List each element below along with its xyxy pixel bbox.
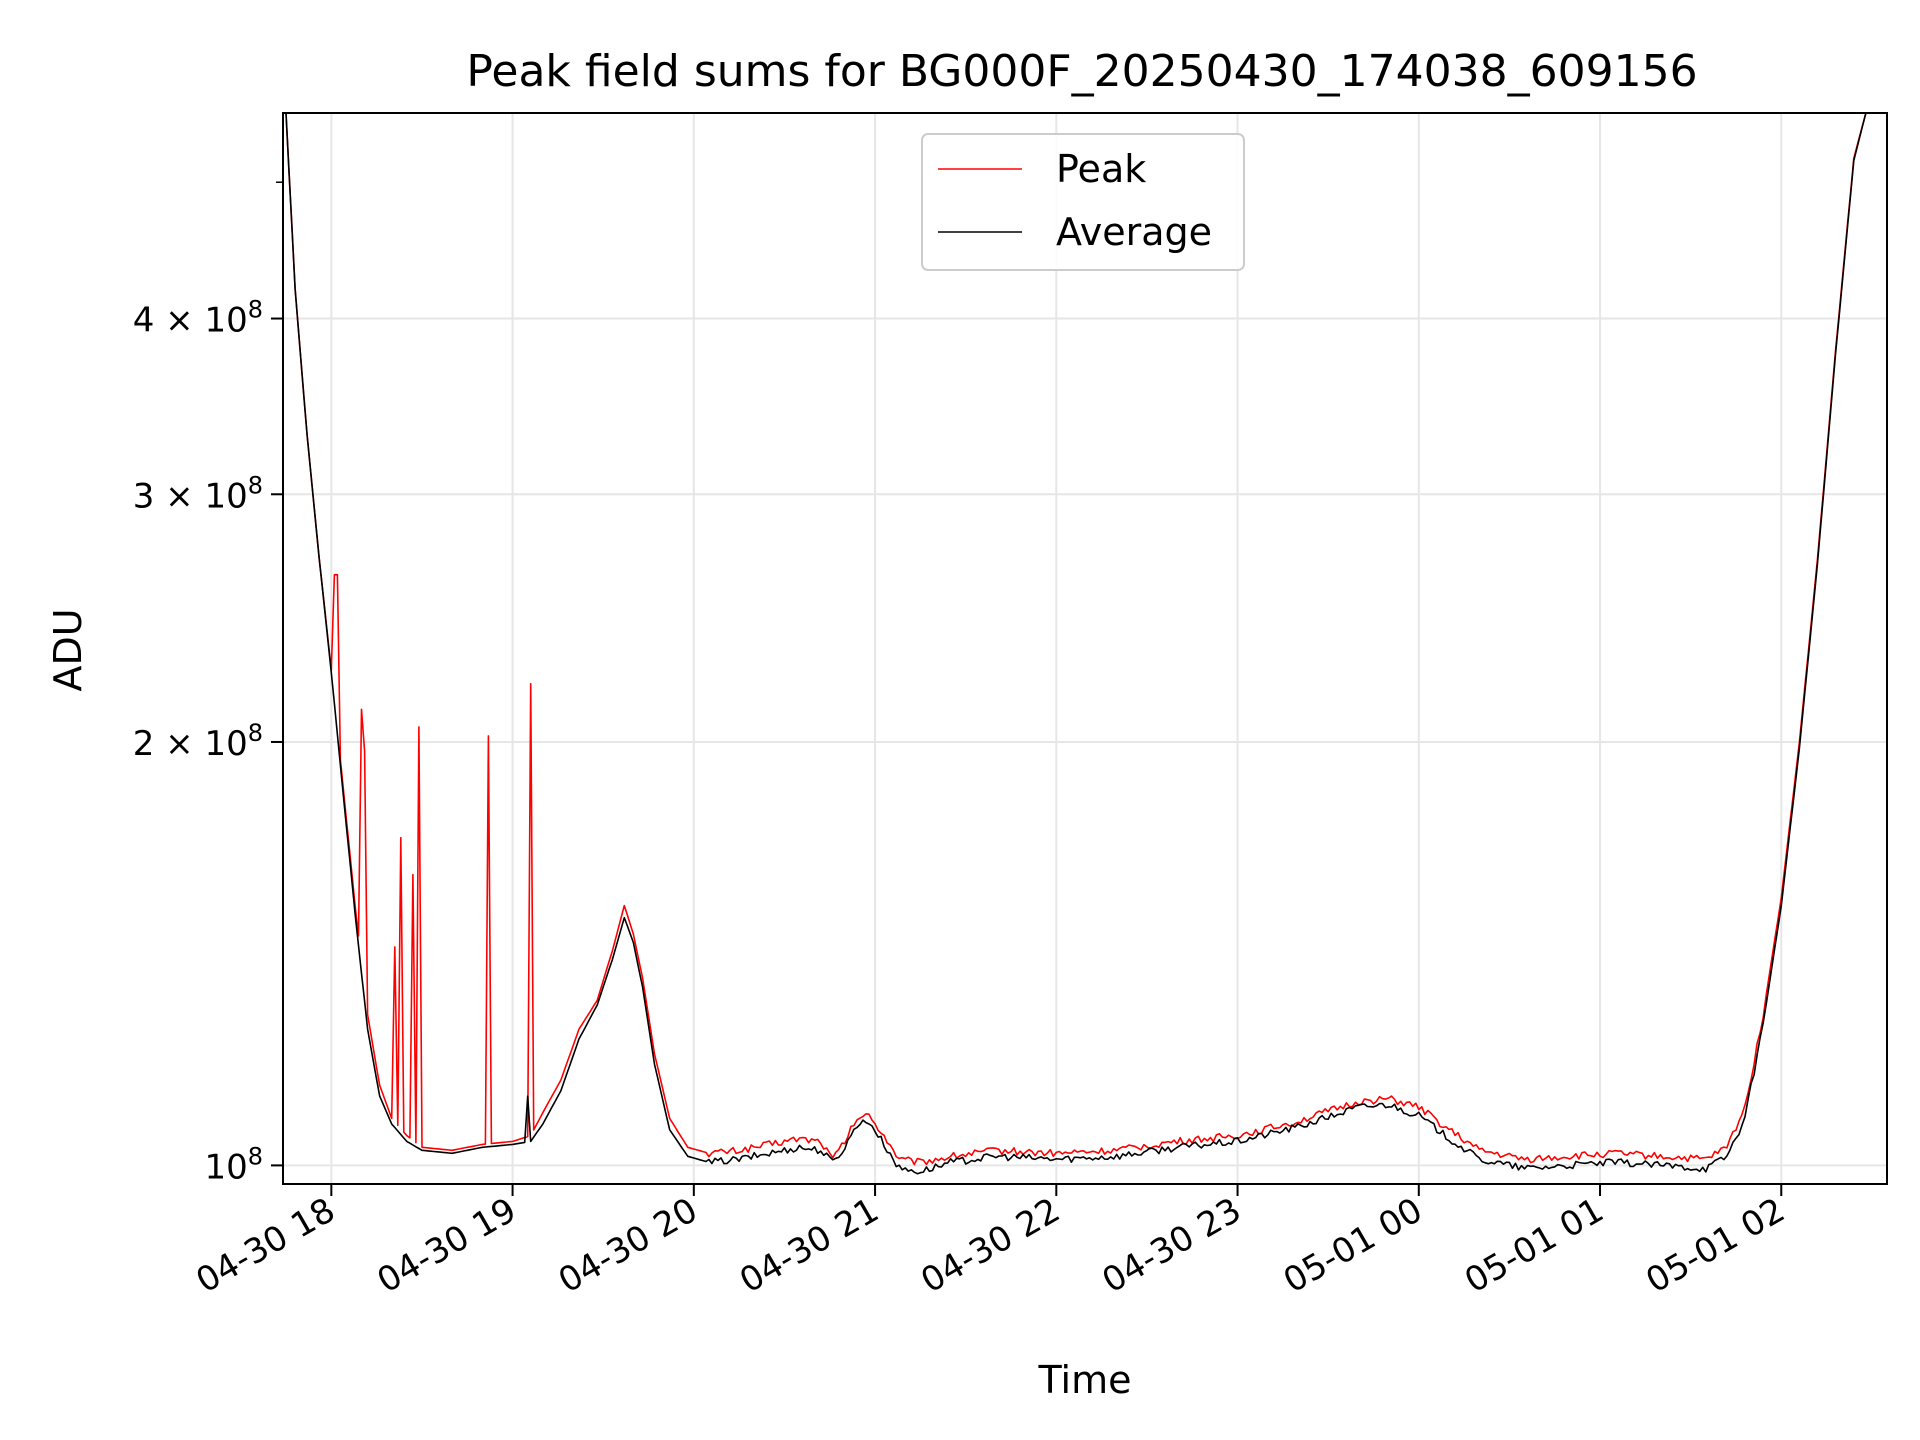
y-tick-label: 2 × 108 xyxy=(133,719,263,764)
plot-area xyxy=(282,112,1888,1185)
y-tick-label: 108 xyxy=(204,1142,263,1187)
legend-label-peak: Peak xyxy=(1056,147,1146,191)
series-line-average xyxy=(285,113,1867,1175)
y-axis-label: ADU xyxy=(46,608,90,691)
axes-frame xyxy=(282,112,1888,1185)
y-tick-label: 4 × 108 xyxy=(133,296,263,341)
series-line-peak xyxy=(285,113,1867,1166)
x-axis-label: Time xyxy=(1038,1358,1132,1402)
y-tick-label: 3 × 108 xyxy=(133,471,263,516)
legend: Peak Average xyxy=(921,133,1245,271)
legend-label-average: Average xyxy=(1056,210,1212,254)
grid xyxy=(283,113,1887,1184)
legend-box xyxy=(921,133,1245,271)
y-axis: 108 2 × 108 3 × 108 4 × 108 xyxy=(133,181,283,1187)
chart-title: Peak field sums for BG000F_20250430_1740… xyxy=(466,46,1697,97)
series-layer xyxy=(285,113,1867,1175)
